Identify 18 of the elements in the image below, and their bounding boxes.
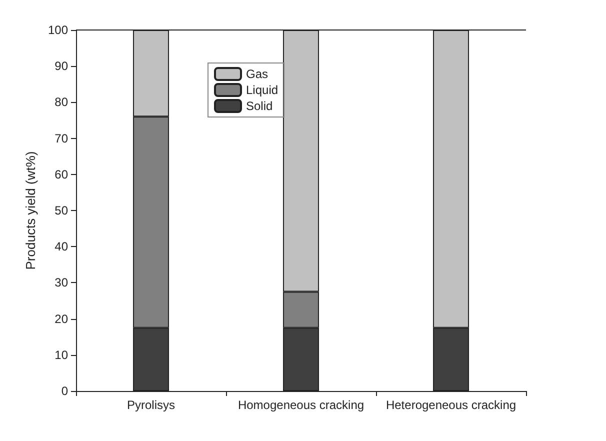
x-tick-label: Homogeneous cracking [238,398,364,412]
legend-label: Solid [246,99,273,113]
y-tick-label: 90 [54,59,68,74]
y-tick-label: 10 [54,348,68,362]
y-tick-label: 100 [48,23,68,37]
y-tick-label: 20 [54,312,68,326]
y-tick-label: 80 [54,95,68,110]
legend-label: Gas [246,67,268,81]
y-tick-label: 0 [61,384,68,398]
y-tick-label: 40 [54,240,68,254]
y-tick-label: 30 [54,276,68,290]
x-tick-label: Heterogeneous cracking [386,398,516,412]
y-tick-label: 50 [54,204,68,218]
legend-label: Liquid [246,83,278,97]
y-axis-title: Products yield (wt%) [23,151,38,270]
x-tick-label: Pyrolisys [126,398,176,412]
y-tick-label: 70 [54,131,68,146]
y-tick-label: 60 [54,167,68,182]
